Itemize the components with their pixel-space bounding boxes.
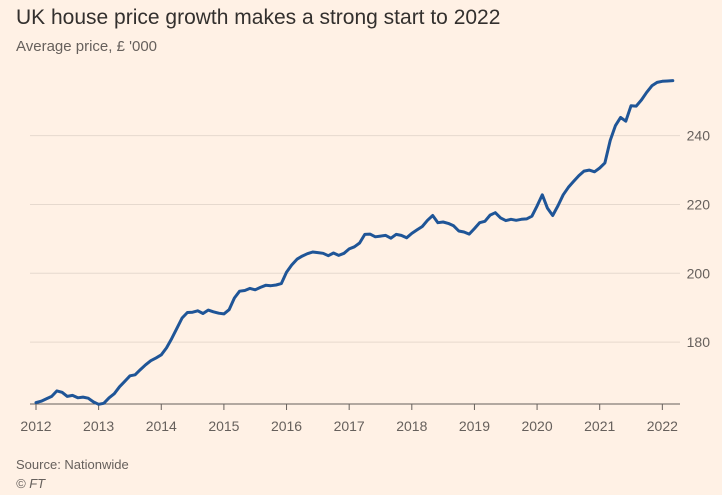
series-line-average-price	[34, 79, 675, 406]
x-tick-label: 2018	[396, 418, 427, 434]
x-tick-label: 2020	[521, 418, 552, 434]
x-tick-label: 2015	[208, 418, 239, 434]
x-tick-label: 2022	[647, 418, 678, 434]
chart-title: UK house price growth makes a strong sta…	[16, 6, 501, 29]
y-tick-label: 180	[687, 334, 711, 350]
chart-subtitle: Average price, £ '000	[16, 38, 158, 55]
x-tick-label: 2013	[83, 418, 114, 434]
x-tick-label: 2019	[459, 418, 490, 434]
x-tick-label: 2017	[334, 418, 365, 434]
y-tick-label: 200	[687, 265, 711, 281]
x-tick-label: 2016	[271, 418, 302, 434]
x-tick-label: 2014	[146, 418, 177, 434]
source-note: Source: Nationwide	[16, 457, 129, 472]
gridlines	[30, 135, 680, 343]
x-axis: 2012 2013 2014 2015 2016 2017 2018 2019 2020 2021…	[20, 403, 680, 434]
y-tick-label: 240	[687, 128, 711, 144]
ft-credit: © FT	[16, 476, 46, 491]
x-tick-label: 2021	[584, 418, 615, 434]
x-tick-label: 2012	[20, 418, 51, 434]
y-axis: 180 200 220 240	[687, 128, 711, 350]
y-tick-label: 220	[687, 196, 711, 212]
